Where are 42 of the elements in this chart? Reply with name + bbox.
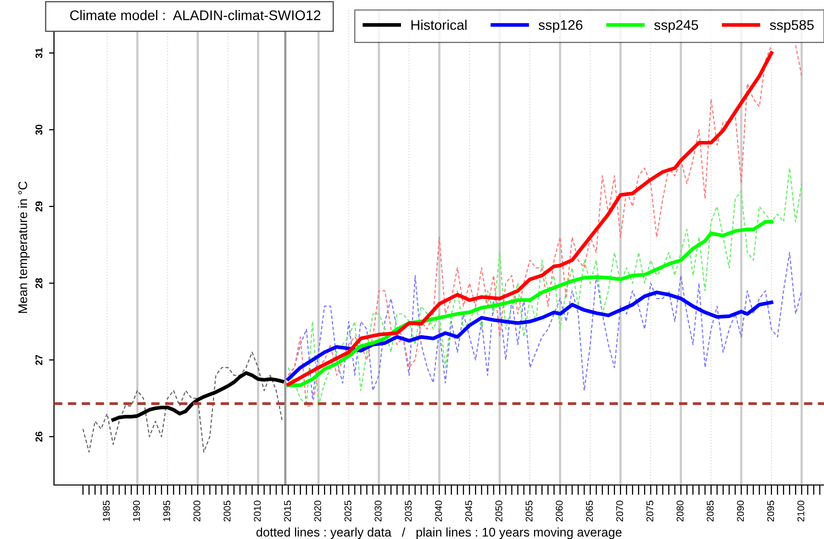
x-tick-label: 2075 (646, 500, 654, 522)
x-tick-label: 2050 (495, 500, 502, 522)
y-tick-label: 28 (35, 278, 42, 288)
x-tick-label: 2100 (797, 500, 804, 522)
legend-label: Historical (411, 20, 466, 30)
line-series (288, 168, 802, 407)
line-series (82, 352, 283, 453)
x-tick-label: 2070 (616, 500, 624, 522)
y-tick-label: 31 (35, 48, 42, 58)
legend-label: ssp585 (770, 20, 814, 33)
x-tick-label: 2060 (556, 500, 563, 522)
line-series (111, 371, 284, 422)
y-axis-title: Mean temperature in °C (18, 182, 30, 313)
x-tick-label: 2040 (435, 500, 442, 522)
x-tick-label: 2085 (706, 500, 714, 522)
line-series (286, 220, 774, 388)
legend-label: ssp245 (654, 20, 698, 33)
x-tick-label: 1990 (133, 500, 140, 522)
y-tick-label: 30 (35, 124, 42, 135)
x-tick-label: 2020 (314, 500, 322, 522)
legend-label: ssp126 (538, 20, 582, 33)
y-tick-label: 27 (35, 354, 42, 365)
x-tick-label: 2095 (767, 500, 774, 522)
line-series (286, 290, 774, 381)
x-tick-label: 2000 (193, 500, 200, 522)
x-tick-label: 1985 (102, 500, 110, 522)
x-tick-label: 2015 (284, 500, 291, 522)
annotation: Climate model : ALADIN-climat-SWIO12 (70, 10, 320, 20)
x-tick-label: 2045 (465, 500, 472, 522)
y-tick-label: 26 (35, 432, 42, 442)
x-tick-label: 2030 (374, 500, 382, 522)
x-tick-label: 2010 (254, 500, 261, 522)
x-tick-label: 2035 (404, 500, 412, 522)
x-tick-label: 2025 (344, 500, 352, 522)
x-tick-label: 2055 (526, 500, 532, 522)
y-tick-label: 29 (35, 201, 42, 212)
x-tick-label: 1995 (163, 500, 170, 522)
x-axis-title: dotted lines : yearly data / plain lines : 10 years moving average (256, 527, 622, 539)
x-tick-label: 2080 (676, 500, 684, 522)
x-tick-label: 2005 (224, 500, 231, 522)
x-tick-label: 2065 (586, 500, 593, 522)
x-tick-label: 2090 (736, 500, 744, 522)
